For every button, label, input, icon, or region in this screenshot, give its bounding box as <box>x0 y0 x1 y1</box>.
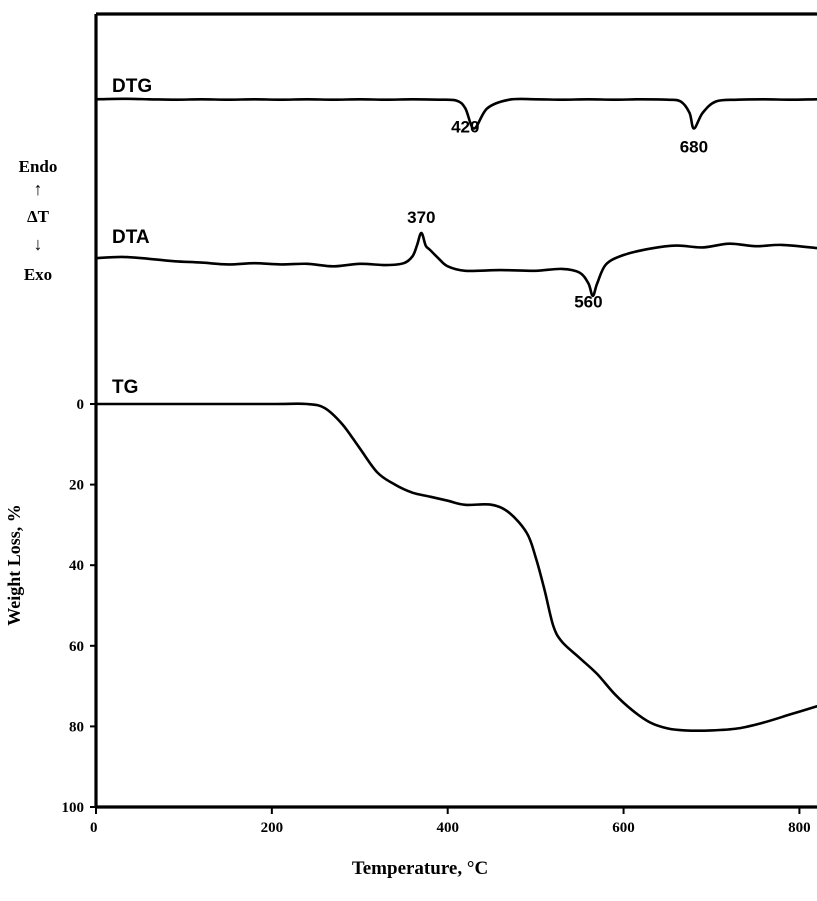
dtg-curve <box>94 97 817 130</box>
y-tick-label: 100 <box>62 800 85 816</box>
down-arrow-icon: ↓ <box>34 234 43 254</box>
y-axis-ticks: 0 20 40 60 80 100 <box>62 397 96 816</box>
tg-curve <box>94 402 817 732</box>
exo-label: Exo <box>24 265 52 284</box>
x-axis-title: Temperature, °C <box>352 858 488 879</box>
tg-series-label: TG <box>112 377 138 398</box>
x-tick-label: 200 <box>261 820 284 836</box>
y-tick-label: 0 <box>77 397 85 413</box>
y-axis-title: Weight Loss, % <box>4 504 24 626</box>
y-tick-label: 40 <box>69 558 84 574</box>
dtg-peak-label-680: 680 <box>680 138 708 157</box>
x-tick-label: 800 <box>788 820 811 836</box>
dta-axis-label: Endo ↑ ΔT ↓ Exo <box>19 157 58 284</box>
y-tick-label: 80 <box>69 719 84 735</box>
dta-peak-label-370: 370 <box>407 208 435 227</box>
x-tick-label: 400 <box>436 820 459 836</box>
y-tick-label: 20 <box>69 478 84 494</box>
up-arrow-icon: ↑ <box>34 179 43 199</box>
dtg-peak-label-420: 420 <box>451 117 479 136</box>
x-tick-label: 0 <box>90 820 98 836</box>
y-tick-label: 60 <box>69 639 84 655</box>
dta-curve <box>94 231 817 298</box>
dta-series-label: DTA <box>112 227 150 248</box>
x-tick-label: 600 <box>612 820 635 836</box>
dta-peak-label-560: 560 <box>574 292 602 311</box>
dtg-series-label: DTG <box>112 76 152 97</box>
delta-t-label: ΔT <box>27 207 50 226</box>
endo-label: Endo <box>19 157 58 176</box>
x-axis-ticks: 0 200 400 600 800 <box>90 807 811 836</box>
